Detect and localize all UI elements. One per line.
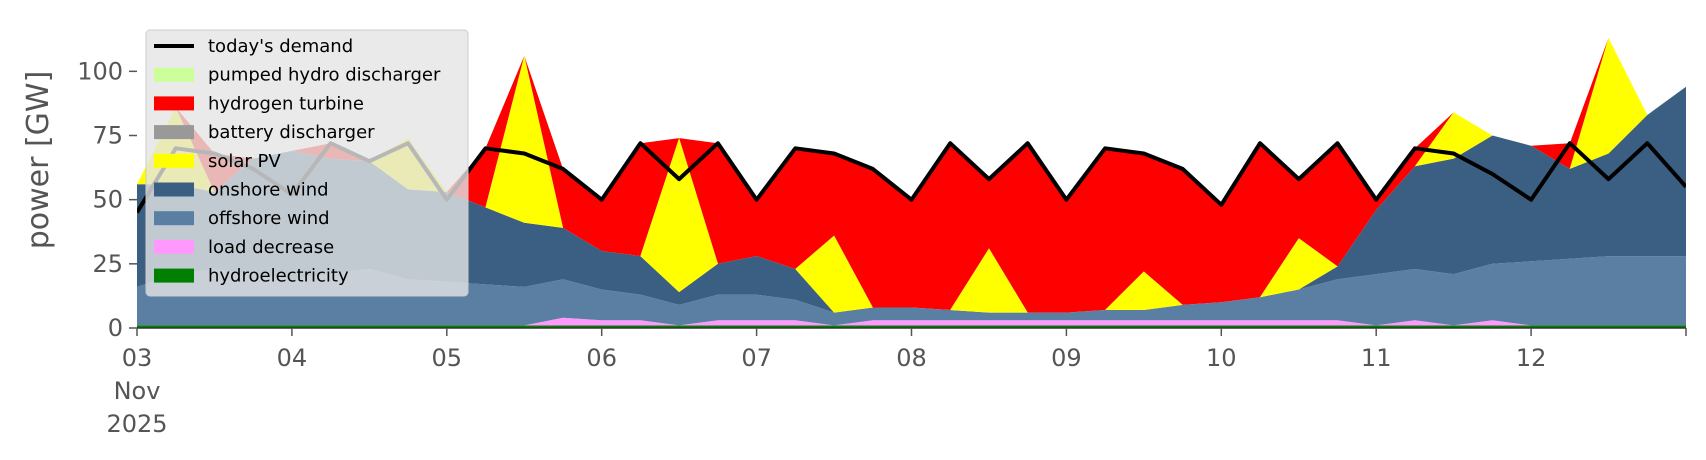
legend-label: pumped hydro discharger bbox=[208, 65, 441, 86]
area-onshore-wind bbox=[137, 86, 1686, 313]
legend-label: offshore wind bbox=[208, 208, 330, 229]
legend-label: battery discharger bbox=[208, 122, 375, 143]
legend-swatch bbox=[154, 96, 194, 111]
x-tick-label: 09 bbox=[1051, 344, 1082, 372]
x-tick-label: 11 bbox=[1361, 344, 1392, 372]
axes: 0 25 50 75 100 03 Nov 2025 04 05 06 07 08 09 10 11 12 bbox=[77, 57, 1687, 438]
legend-label: today's demand bbox=[208, 36, 353, 57]
area-solar-pv bbox=[137, 38, 1686, 313]
x-tick-label: 10 bbox=[1206, 344, 1237, 372]
y-tick-label: 100 bbox=[77, 57, 123, 85]
legend-swatch bbox=[154, 239, 194, 254]
x-tick-label: 2025 bbox=[106, 410, 167, 438]
legend-label: load decrease bbox=[208, 237, 334, 258]
area-hydrogen-turbine-fill bbox=[137, 38, 1686, 313]
area-load-decrease bbox=[137, 317, 1686, 326]
legend-swatch bbox=[154, 268, 194, 283]
y-tick-label: 25 bbox=[92, 250, 123, 278]
x-tick-label: 06 bbox=[586, 344, 617, 372]
x-tick-label: 12 bbox=[1516, 344, 1547, 372]
legend: today's demand pumped hydro discharger hyd… bbox=[145, 29, 469, 297]
legend-swatch bbox=[154, 153, 194, 168]
legend-label: onshore wind bbox=[208, 180, 329, 201]
legend-swatch bbox=[154, 211, 194, 226]
y-tick-label: 50 bbox=[92, 186, 123, 214]
legend-label: solar PV bbox=[208, 151, 281, 172]
x-tick-label: 04 bbox=[277, 344, 308, 372]
x-tick-label: 03 bbox=[122, 344, 153, 372]
legend-label: hydroelectricity bbox=[208, 266, 349, 287]
legend-swatch bbox=[154, 125, 194, 140]
y-tick-label: 0 bbox=[108, 314, 123, 342]
y-axis-label: power [GW] bbox=[21, 71, 56, 250]
area-offshore-wind bbox=[137, 256, 1686, 326]
legend-label: hydrogen turbine bbox=[208, 93, 364, 114]
x-tick-label: Nov bbox=[114, 377, 161, 405]
legend-swatch bbox=[154, 67, 194, 82]
x-tick-label: 07 bbox=[741, 344, 772, 372]
legend-swatch bbox=[154, 182, 194, 197]
legend-box bbox=[145, 29, 469, 297]
y-tick-label: 75 bbox=[92, 122, 123, 150]
x-tick-label: 05 bbox=[432, 344, 463, 372]
x-tick-label: 08 bbox=[896, 344, 927, 372]
